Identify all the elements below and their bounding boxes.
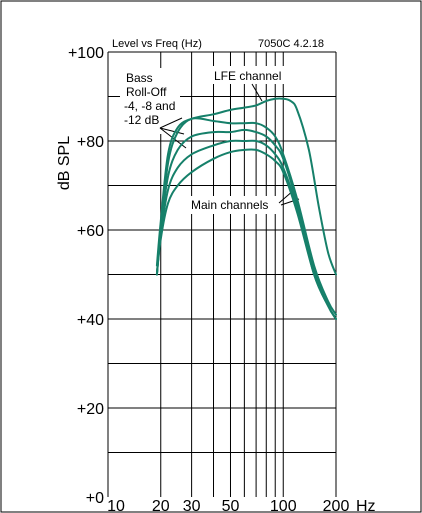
x-tick-label: 30: [183, 498, 201, 513]
x-tick-label: 50: [222, 498, 240, 513]
main-label: Main channels: [191, 198, 268, 212]
y-axis-label: dB SPL: [56, 136, 73, 190]
y-tick-label: +20: [77, 401, 104, 418]
annotations: Bass Roll-Off -4, -8 and -12 dB LFE chan…: [120, 66, 308, 214]
x-axis-unit: Hz: [356, 498, 376, 513]
x-tick-label: 200: [323, 498, 350, 513]
y-tick-label: +40: [77, 312, 104, 329]
series-line-5: [155, 148, 337, 320]
x-tick-label: 20: [152, 498, 170, 513]
chart-code: 7050C 4.2.18: [258, 38, 324, 50]
lfe-label-bg: [210, 66, 308, 84]
x-tick-label: 100: [270, 498, 297, 513]
chart-title: Level vs Freq (Hz): [112, 38, 202, 50]
y-tick-label: +80: [77, 134, 104, 151]
series-line-2: [155, 117, 337, 316]
bass-rolloff-line-2: Roll-Off: [126, 85, 167, 99]
series-curves: [155, 97, 337, 320]
main-label-bg: [188, 196, 282, 214]
lfe-pointer: [251, 83, 263, 102]
bass-rolloff-line-1: Bass: [126, 71, 153, 85]
bass-rolloff-pointer-1: [159, 117, 183, 129]
tick-labels: +0 +20 +40 +60 +80 +100 10 20 30 50 100 200: [68, 45, 349, 513]
series-line-3: [155, 128, 337, 320]
x-tick-label: 10: [107, 498, 125, 513]
y-tick-label: +100: [68, 45, 104, 62]
bass-rolloff-line-3: -4, -8 and: [124, 99, 175, 113]
bass-rolloff-pointer-2: [159, 127, 185, 135]
bass-rolloff-line-4: -12 dB: [124, 113, 159, 127]
y-tick-label: +60: [77, 223, 104, 240]
y-tick-label: +0: [86, 490, 104, 507]
lfe-label: LFE channel: [214, 69, 281, 83]
series-line-1: [155, 97, 337, 276]
